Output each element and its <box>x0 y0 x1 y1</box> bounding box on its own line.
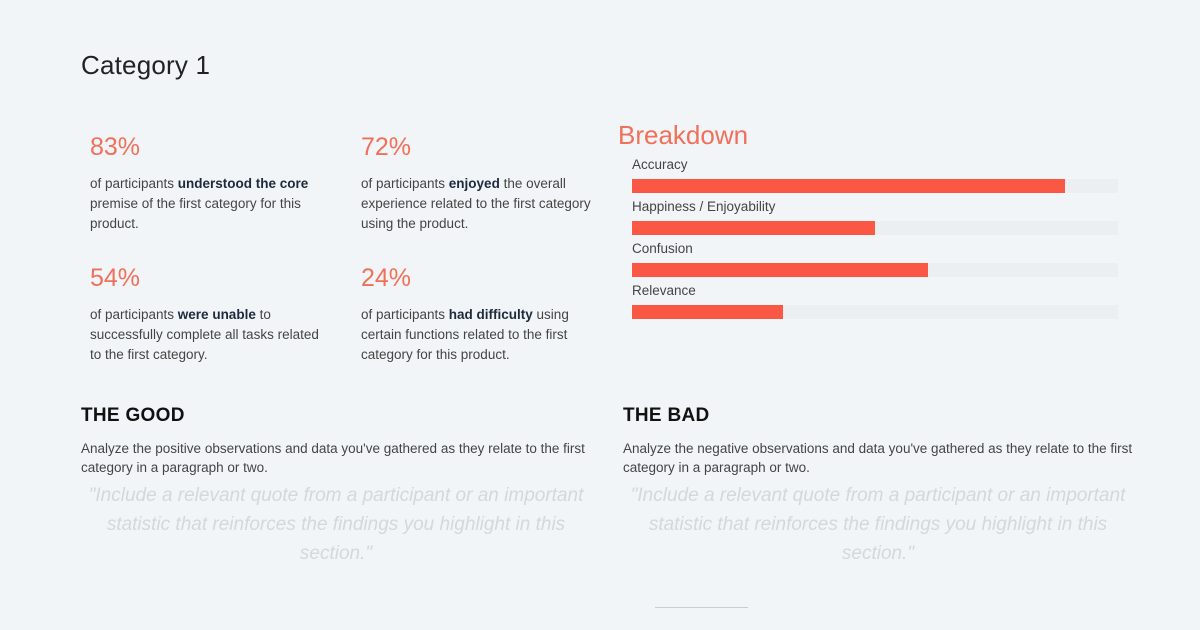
breakdown-row-confusion: Confusion <box>632 240 1118 282</box>
bar-label: Confusion <box>632 241 693 256</box>
bar-label: Accuracy <box>632 157 688 172</box>
stat-description: of participants had difficulty using cer… <box>361 307 569 362</box>
section-heading: THE GOOD <box>81 405 185 426</box>
section-the-good: THE GOOD Analyze the positive observatio… <box>81 404 591 568</box>
stat-description: of participants were unable to successfu… <box>90 307 319 362</box>
section-the-bad: THE BAD Analyze the negative observation… <box>623 404 1133 568</box>
breakdown-panel: Breakdown Accuracy Happiness / Enjoyabil… <box>618 118 1118 324</box>
section-body: Analyze the positive observations and da… <box>81 441 585 475</box>
section-heading: THE BAD <box>623 405 710 426</box>
stat-card-enjoyed: 72% of participants enjoyed the overall … <box>361 132 601 234</box>
bar-fill-happiness <box>632 221 875 235</box>
bar-fill-accuracy <box>632 179 1065 193</box>
stat-description: of participants understood the core prem… <box>90 176 309 231</box>
stat-value: 24% <box>361 264 412 292</box>
bar-label: Happiness / Enjoyability <box>632 199 776 214</box>
stat-value: 72% <box>361 133 412 161</box>
breakdown-title: Breakdown <box>618 120 749 150</box>
page-title: Category 1 <box>81 50 211 80</box>
bar-track <box>632 221 1118 235</box>
breakdown-row-relevance: Relevance <box>632 282 1118 324</box>
bar-track <box>632 305 1118 319</box>
bar-fill-confusion <box>632 263 929 277</box>
section-body: Analyze the negative observations and da… <box>623 441 1133 475</box>
section-quote: "Include a relevant quote from a partici… <box>630 485 1126 564</box>
stat-card-understood: 83% of participants understood the core … <box>90 132 330 234</box>
bar-track <box>632 179 1118 193</box>
stat-description: of participants enjoyed the overall expe… <box>361 176 591 231</box>
bar-track <box>632 263 1118 277</box>
breakdown-row-happiness: Happiness / Enjoyability <box>632 198 1118 240</box>
stat-card-unable: 54% of participants were unable to succe… <box>90 263 330 365</box>
stat-card-difficulty: 24% of participants had difficulty using… <box>361 263 601 365</box>
breakdown-row-accuracy: Accuracy <box>632 156 1118 198</box>
bar-fill-relevance <box>632 305 783 319</box>
stat-value: 54% <box>90 264 141 292</box>
footer-divider <box>655 607 748 608</box>
section-quote: "Include a relevant quote from a partici… <box>88 485 584 564</box>
bar-label: Relevance <box>632 283 696 298</box>
stat-value: 83% <box>90 133 141 161</box>
